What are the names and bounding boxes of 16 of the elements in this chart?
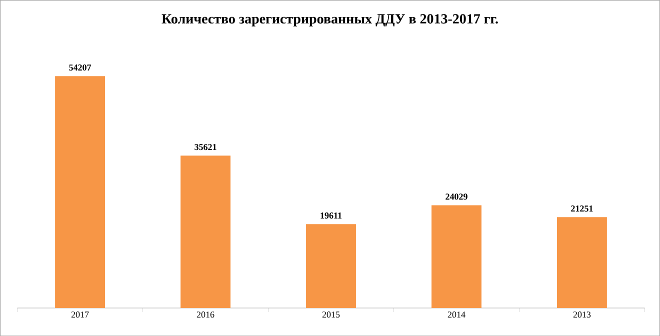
x-tick-label: 2013 <box>573 311 591 318</box>
data-label: 24029 <box>446 193 468 200</box>
chart-title: Количество зарегистрированных ДДУ в 2013-2017 гг. <box>162 14 498 26</box>
data-label: 54207 <box>69 64 92 70</box>
x-tick-label: 2016 <box>196 311 214 318</box>
bar <box>55 76 106 308</box>
bar <box>180 155 230 308</box>
data-label: 19611 <box>320 212 342 218</box>
x-tick-label: 2017 <box>71 311 89 318</box>
x-tick-label: 2015 <box>322 311 340 318</box>
bar <box>306 224 356 308</box>
bar <box>556 216 607 308</box>
bar <box>432 205 482 308</box>
data-label: 35621 <box>194 144 216 150</box>
data-label: 21251 <box>571 205 593 212</box>
x-tick-label: 2014 <box>448 311 466 318</box>
